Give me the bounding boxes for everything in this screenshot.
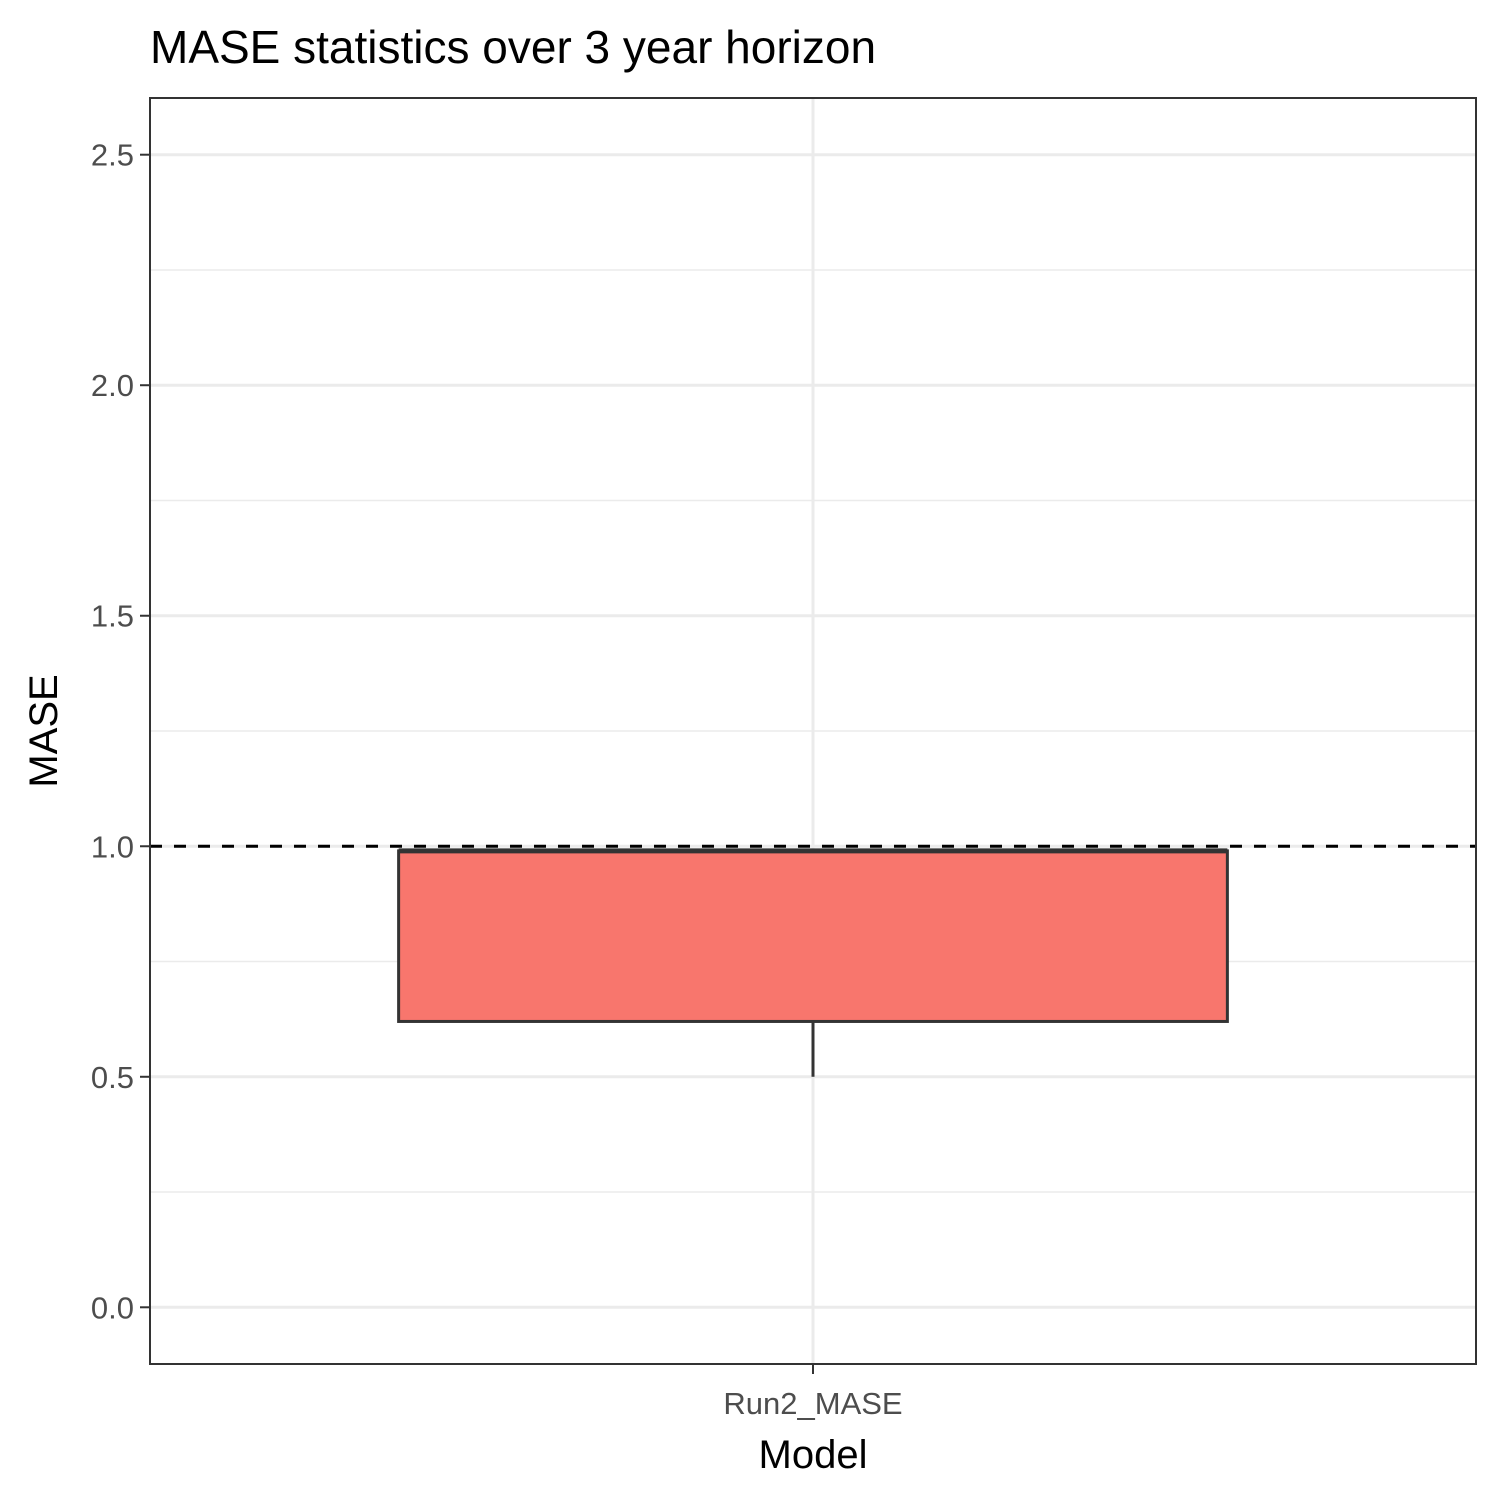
y-tick-label: 2.0 bbox=[91, 368, 134, 403]
grid-major bbox=[150, 98, 1476, 1364]
y-tick-label: 1.5 bbox=[91, 599, 134, 634]
x-axis: Run2_MASE bbox=[723, 1364, 903, 1421]
y-tick-label: 0.0 bbox=[91, 1290, 134, 1325]
y-axis-title: MASE bbox=[22, 674, 66, 787]
y-tick-label: 1.0 bbox=[91, 829, 134, 864]
chart-title: MASE statistics over 3 year horizon bbox=[150, 21, 876, 73]
y-tick-label: 0.5 bbox=[91, 1060, 134, 1095]
box-body bbox=[397, 849, 1229, 1023]
y-axis: 0.0 0.5 1.0 1.5 2.0 2.5 bbox=[91, 138, 150, 1325]
x-tick-label: Run2_MASE bbox=[723, 1386, 902, 1421]
boxplot-layer bbox=[397, 848, 1229, 1077]
x-axis-title: Model bbox=[759, 1433, 868, 1477]
y-tick-label: 2.5 bbox=[91, 138, 134, 173]
